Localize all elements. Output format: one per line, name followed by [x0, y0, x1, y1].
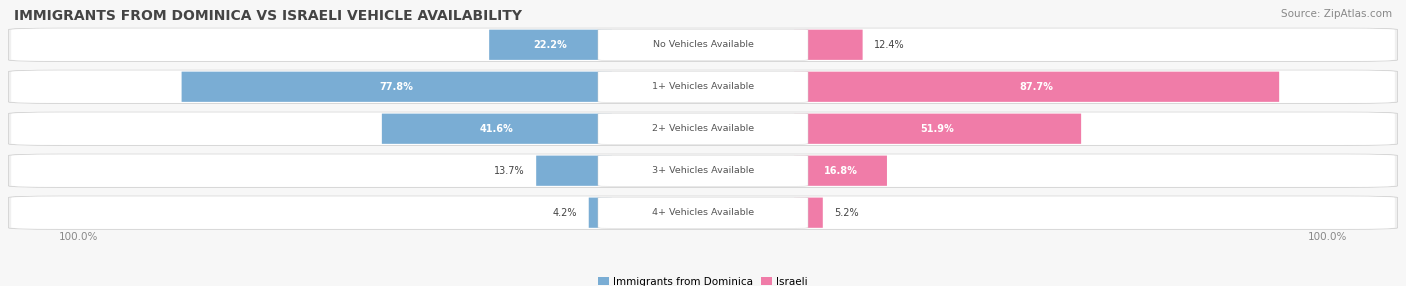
FancyBboxPatch shape — [794, 156, 887, 186]
FancyBboxPatch shape — [536, 156, 612, 186]
FancyBboxPatch shape — [598, 155, 808, 186]
Text: 22.2%: 22.2% — [534, 40, 568, 50]
FancyBboxPatch shape — [8, 112, 1398, 145]
FancyBboxPatch shape — [8, 28, 1398, 61]
Text: 16.8%: 16.8% — [824, 166, 858, 176]
Text: 4.2%: 4.2% — [553, 208, 578, 218]
FancyBboxPatch shape — [382, 114, 612, 144]
FancyBboxPatch shape — [794, 114, 1081, 144]
Text: 51.9%: 51.9% — [921, 124, 955, 134]
Text: 1+ Vehicles Available: 1+ Vehicles Available — [652, 82, 754, 91]
FancyBboxPatch shape — [598, 113, 808, 144]
Text: Source: ZipAtlas.com: Source: ZipAtlas.com — [1281, 9, 1392, 19]
FancyBboxPatch shape — [794, 72, 1279, 102]
Text: 87.7%: 87.7% — [1019, 82, 1053, 92]
FancyBboxPatch shape — [598, 197, 808, 228]
Text: 77.8%: 77.8% — [380, 82, 413, 92]
Text: No Vehicles Available: No Vehicles Available — [652, 40, 754, 49]
Text: 100.0%: 100.0% — [59, 232, 98, 242]
FancyBboxPatch shape — [8, 154, 1398, 187]
FancyBboxPatch shape — [794, 198, 823, 228]
FancyBboxPatch shape — [589, 198, 612, 228]
FancyBboxPatch shape — [8, 196, 1398, 229]
FancyBboxPatch shape — [8, 70, 1398, 103]
FancyBboxPatch shape — [489, 30, 612, 60]
Text: IMMIGRANTS FROM DOMINICA VS ISRAELI VEHICLE AVAILABILITY: IMMIGRANTS FROM DOMINICA VS ISRAELI VEHI… — [14, 9, 522, 23]
Text: 3+ Vehicles Available: 3+ Vehicles Available — [652, 166, 754, 175]
Text: 2+ Vehicles Available: 2+ Vehicles Available — [652, 124, 754, 133]
FancyBboxPatch shape — [598, 29, 808, 60]
Text: 4+ Vehicles Available: 4+ Vehicles Available — [652, 208, 754, 217]
FancyBboxPatch shape — [794, 30, 863, 60]
FancyBboxPatch shape — [598, 71, 808, 102]
Text: 5.2%: 5.2% — [834, 208, 859, 218]
Text: 12.4%: 12.4% — [873, 40, 904, 50]
FancyBboxPatch shape — [11, 196, 1395, 229]
FancyBboxPatch shape — [181, 72, 612, 102]
Legend: Immigrants from Dominica, Israeli: Immigrants from Dominica, Israeli — [599, 277, 807, 286]
FancyBboxPatch shape — [11, 29, 1395, 61]
FancyBboxPatch shape — [11, 112, 1395, 145]
Text: 100.0%: 100.0% — [1308, 232, 1347, 242]
FancyBboxPatch shape — [11, 71, 1395, 103]
Text: 41.6%: 41.6% — [479, 124, 513, 134]
Text: 13.7%: 13.7% — [495, 166, 524, 176]
FancyBboxPatch shape — [11, 154, 1395, 187]
